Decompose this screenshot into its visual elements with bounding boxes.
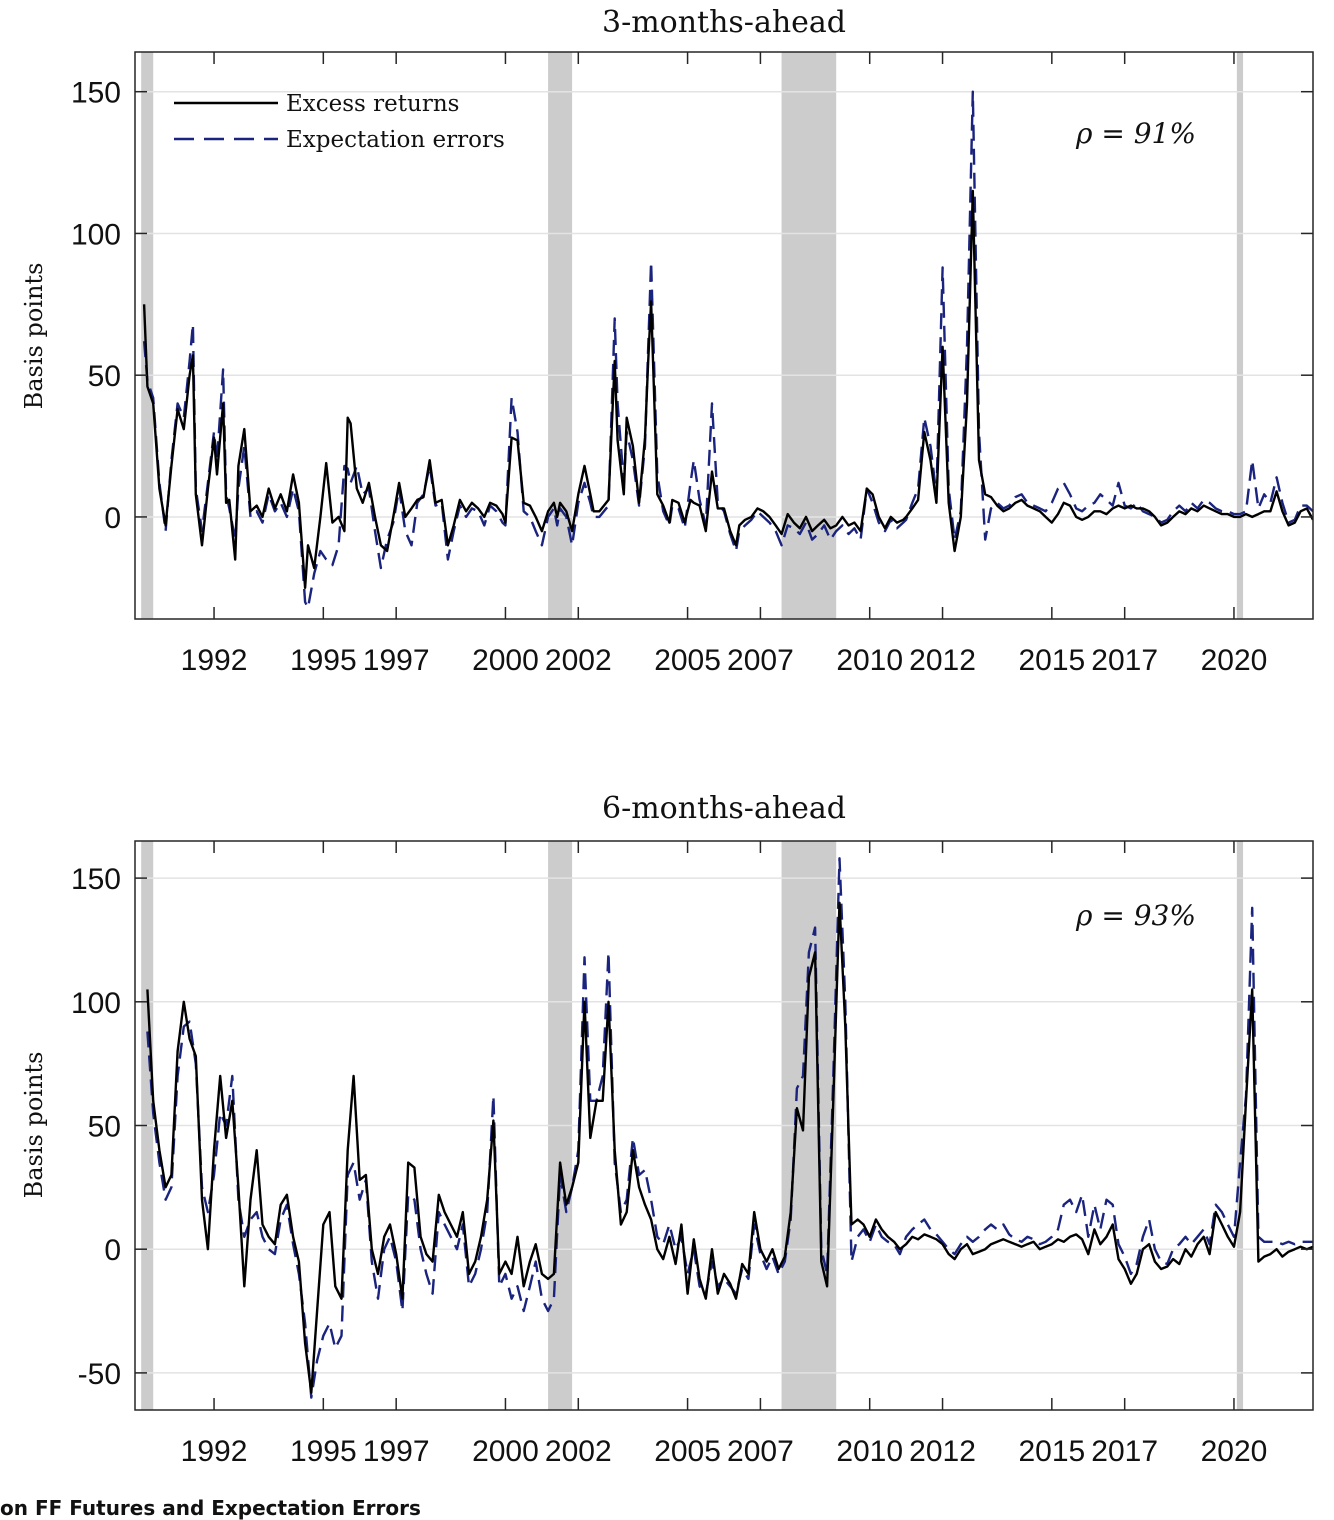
axis-ticks: 1992 1995 1997 2000 2002 2005 2007 2010 2012 2015… <box>71 52 1313 677</box>
axis-ticks: 1992 1995 1997 2000 2002 2005 2007 2010 2012 2015… <box>71 841 1313 1468</box>
x-tick-label: 2007 <box>727 1435 794 1468</box>
gridlines <box>135 877 1313 1374</box>
x-tick-label: 2012 <box>909 1435 976 1468</box>
recession-band <box>1236 52 1244 619</box>
x-tick-label: 2017 <box>1091 644 1158 677</box>
recession-band <box>548 52 573 619</box>
y-tick-label: 100 <box>71 987 121 1020</box>
x-tick-label: 2005 <box>654 1435 721 1468</box>
y-tick-label: 0 <box>104 1234 121 1267</box>
x-tick-label: 2015 <box>1018 644 1085 677</box>
series-lines <box>146 857 1313 1399</box>
x-tick-label: 1995 <box>290 1435 357 1468</box>
legend-label-excess-returns: Excess returns <box>286 91 459 117</box>
x-tick-label: 2002 <box>545 644 612 677</box>
chart-title: 6-months-ahead <box>602 791 846 826</box>
y-tick-label: 50 <box>88 360 121 393</box>
correlation-annotation: ρ = 93% <box>1075 899 1196 932</box>
x-tick-label: 2012 <box>909 644 976 677</box>
chart-title: 3-months-ahead <box>602 5 846 40</box>
figure-caption: on FF Futures and Expectation Errors <box>0 1496 421 1520</box>
x-tick-label: 2015 <box>1018 1435 1085 1468</box>
x-tick-label: 2010 <box>836 644 903 677</box>
legend: Excess returns Expectation errors <box>174 91 505 153</box>
recession-band <box>141 52 154 619</box>
x-tick-label: 2007 <box>727 644 794 677</box>
x-tick-label: 2002 <box>545 1435 612 1468</box>
x-tick-label: 1992 <box>181 644 248 677</box>
series-lines <box>142 90 1313 609</box>
series-line-excess-returns <box>142 189 1313 589</box>
y-tick-label: 0 <box>104 502 121 535</box>
y-tick-label: 100 <box>71 218 121 251</box>
series-line-expectation-errors <box>146 857 1313 1399</box>
y-tick-label: 150 <box>71 863 121 896</box>
x-tick-label: 2005 <box>654 644 721 677</box>
x-tick-label: 2010 <box>836 1435 903 1468</box>
x-tick-label: 1992 <box>181 1435 248 1468</box>
x-tick-label: 2000 <box>472 644 539 677</box>
plot-frame <box>134 51 1314 620</box>
legend-label-expectation-errors: Expectation errors <box>286 127 505 153</box>
panel-3-months: 3-months-ahead Basis points 1992 1995 1997… <box>20 5 1314 677</box>
y-tick-label: 50 <box>88 1111 121 1144</box>
correlation-annotation: ρ = 91% <box>1075 117 1196 150</box>
x-tick-label: 2020 <box>1201 1435 1268 1468</box>
y-axis-label: Basis points <box>20 263 48 410</box>
x-tick-label: 1997 <box>363 1435 430 1468</box>
x-tick-label: 2017 <box>1091 1435 1158 1468</box>
x-tick-label: 2000 <box>472 1435 539 1468</box>
gridlines <box>135 90 1313 518</box>
x-tick-label: 1997 <box>363 644 430 677</box>
x-tick-label: 2020 <box>1201 644 1268 677</box>
x-tick-label: 1995 <box>290 644 357 677</box>
series-line-excess-returns <box>146 901 1313 1394</box>
series-line-expectation-errors <box>142 90 1313 609</box>
y-axis-label: Basis points <box>20 1052 48 1199</box>
y-tick-label: 150 <box>71 77 121 110</box>
panel-6-months: 6-months-ahead Basis points 1992 1995 1997… <box>20 791 1314 1468</box>
y-tick-label: -50 <box>78 1358 121 1391</box>
